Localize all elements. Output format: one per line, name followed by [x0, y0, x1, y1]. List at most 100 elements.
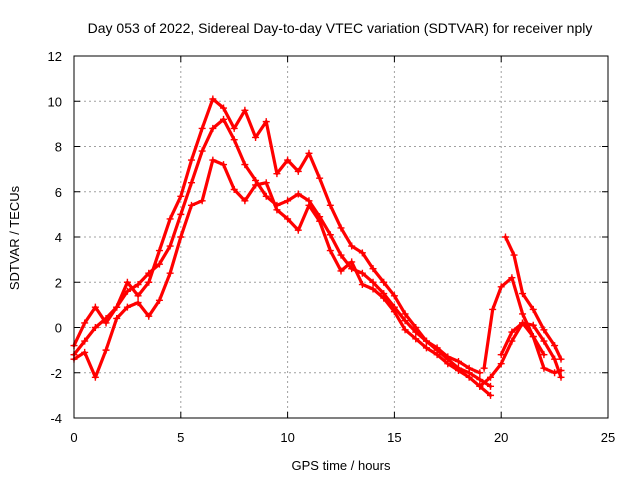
- data-point: [497, 351, 505, 359]
- data-point: [529, 321, 537, 329]
- data-point: [91, 373, 99, 381]
- data-point: [337, 251, 345, 259]
- data-point: [241, 106, 249, 114]
- data-point: [294, 190, 302, 198]
- series-trace-f: [501, 233, 565, 363]
- data-point: [273, 206, 281, 214]
- data-point: [91, 324, 99, 331]
- data-point: [465, 364, 473, 372]
- data-point: [305, 201, 313, 209]
- data-point: [540, 337, 548, 345]
- chart-title: Day 053 of 2022, Sidereal Day-to-day VTE…: [88, 20, 593, 36]
- data-point: [508, 337, 516, 345]
- x-axis-label: GPS time / hours: [292, 458, 391, 473]
- data-point: [401, 326, 409, 334]
- data-point: [489, 305, 497, 313]
- data-point: [540, 326, 548, 334]
- data-point: [422, 337, 430, 345]
- data-point: [508, 274, 516, 282]
- data-point: [145, 278, 153, 286]
- data-point: [497, 283, 505, 291]
- data-point: [155, 247, 163, 255]
- data-point: [305, 149, 313, 157]
- data-point: [348, 258, 356, 266]
- data-point: [81, 319, 89, 327]
- data-point: [262, 192, 270, 200]
- tick-labels: 0 5 10 15 20 25 -4 -2 0 2 4 6 8 10 12: [48, 49, 616, 445]
- data-point: [316, 217, 324, 225]
- data-point: [294, 226, 302, 234]
- data-point: [557, 355, 565, 363]
- y-tick-label: -2: [50, 366, 62, 381]
- data-point: [252, 133, 260, 141]
- data-point: [166, 242, 174, 250]
- data-point: [273, 170, 281, 178]
- data-point: [487, 382, 495, 390]
- series-layer: [70, 95, 565, 399]
- data-point: [358, 269, 366, 277]
- data-point: [348, 242, 356, 250]
- data-point: [187, 156, 195, 164]
- data-point: [519, 290, 527, 298]
- data-point: [102, 319, 110, 327]
- data-point: [369, 278, 377, 286]
- data-point: [401, 317, 409, 325]
- data-point: [284, 156, 292, 164]
- data-point: [134, 281, 142, 289]
- data-point: [557, 366, 565, 374]
- y-tick-label: -4: [50, 411, 62, 426]
- data-point: [220, 161, 228, 169]
- data-point: [241, 197, 249, 205]
- data-point: [177, 210, 185, 218]
- data-point: [220, 104, 228, 112]
- data-point: [326, 201, 334, 209]
- data-point: [155, 260, 163, 268]
- data-point: [209, 156, 217, 164]
- data-point: [209, 124, 217, 132]
- y-axis-label: SDTVAR / TECUs: [7, 185, 22, 290]
- data-point: [422, 344, 430, 352]
- data-point: [198, 124, 206, 132]
- data-point: [454, 357, 462, 365]
- data-point: [198, 197, 206, 205]
- data-point: [81, 348, 89, 356]
- data-point: [369, 285, 377, 293]
- y-tick-label: 12: [48, 49, 62, 64]
- data-point: [390, 308, 398, 316]
- data-point: [134, 292, 142, 300]
- data-point: [337, 224, 345, 232]
- data-point: [113, 303, 121, 311]
- data-point: [358, 281, 366, 289]
- data-point: [476, 382, 484, 390]
- series-trace-g: [497, 319, 548, 359]
- data-point: [230, 136, 238, 144]
- data-point: [540, 351, 548, 359]
- data-point: [337, 267, 345, 275]
- x-tick-label: 20: [494, 430, 508, 445]
- data-point: [433, 344, 441, 352]
- data-point: [123, 278, 131, 286]
- data-point: [476, 376, 484, 384]
- data-point: [177, 233, 185, 241]
- x-tick-label: 15: [387, 430, 401, 445]
- data-point: [529, 333, 537, 341]
- data-point: [198, 147, 206, 155]
- series-line: [72, 97, 482, 375]
- data-point: [433, 351, 441, 359]
- data-point: [262, 179, 270, 187]
- x-tick-label: 25: [601, 430, 615, 445]
- x-tick-label: 5: [177, 430, 184, 445]
- series-trace-e: [480, 274, 565, 377]
- ticks-layer: [73, 55, 609, 419]
- data-point: [134, 299, 142, 307]
- data-point: [241, 161, 249, 169]
- data-point: [501, 233, 509, 241]
- data-point: [529, 305, 537, 313]
- data-point: [220, 115, 228, 123]
- data-point: [326, 247, 334, 255]
- data-point: [91, 303, 99, 311]
- data-point: [412, 335, 420, 343]
- y-tick-label: 0: [55, 321, 62, 336]
